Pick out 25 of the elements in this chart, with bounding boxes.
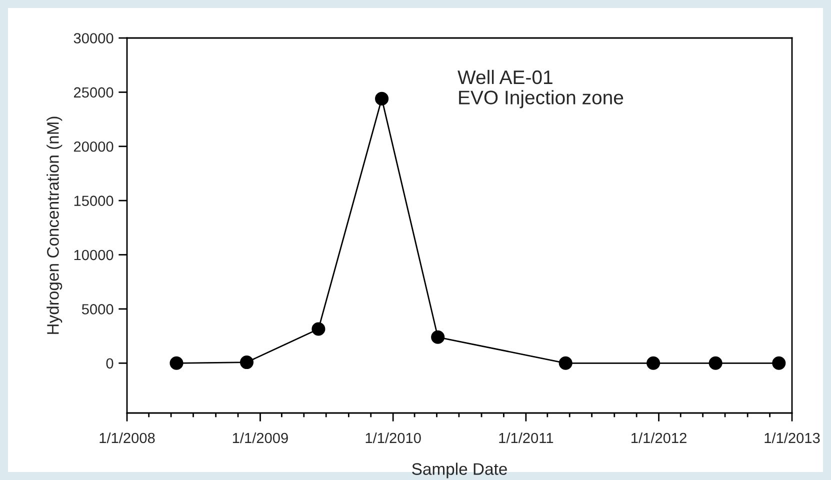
- x-tick-label: 1/1/2008: [100, 432, 155, 444]
- x-tick-label: 1/1/2011: [499, 432, 554, 444]
- y-tick-label: 30000: [74, 33, 114, 44]
- point: [646, 356, 660, 370]
- y-tick-label: 20000: [74, 141, 114, 152]
- point: [375, 92, 389, 106]
- y-tick-label: 0: [106, 358, 114, 369]
- y-tick-label: 15000: [74, 196, 114, 206]
- y-tick-label: 25000: [74, 87, 114, 98]
- point: [708, 356, 722, 370]
- point: [170, 356, 184, 370]
- y-axis-title: Hydrogen Concentration (nM): [46, 116, 62, 334]
- point: [312, 322, 326, 336]
- x-tick-label: 1/1/2012: [632, 432, 686, 444]
- y-tick-label: 5000: [82, 304, 114, 314]
- annotation: Well AE-01 EVO Injection zone: [458, 70, 624, 108]
- point: [431, 330, 445, 344]
- x-axis-title: Sample Date: [412, 462, 507, 478]
- x-tick-label: 1/1/2013: [764, 432, 820, 444]
- point: [240, 356, 254, 370]
- point: [558, 356, 572, 370]
- x-tick-label: 1/1/2009: [232, 432, 288, 444]
- y-tick-label: 10000: [74, 250, 114, 260]
- x-tick-label: 1/1/2010: [366, 432, 421, 444]
- point: [772, 356, 786, 370]
